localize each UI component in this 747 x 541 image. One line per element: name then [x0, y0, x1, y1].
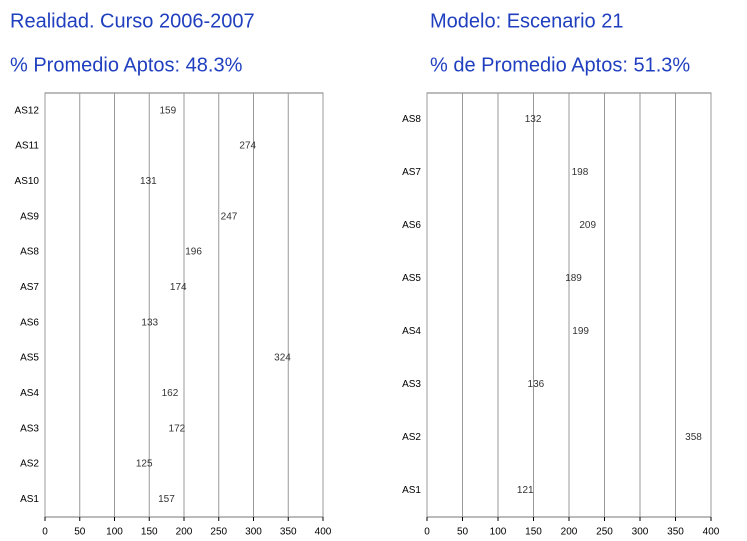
- y-tick-label: AS2: [402, 432, 421, 443]
- value-label: 196: [185, 247, 202, 258]
- x-tick-label: 200: [561, 527, 578, 538]
- y-tick-label: AS5: [402, 273, 421, 284]
- value-label: 198: [572, 167, 589, 178]
- y-tick-label: AS9: [20, 211, 39, 222]
- x-tick-label: 300: [632, 527, 649, 538]
- value-label: 247: [221, 211, 238, 222]
- y-tick-label: AS5: [20, 353, 39, 364]
- value-label: 157: [158, 494, 175, 505]
- chart-subtitle: % de Promedio Aptos: 51.3%: [430, 54, 690, 76]
- value-label: 133: [141, 317, 158, 328]
- value-label: 121: [517, 485, 534, 496]
- y-tick-label: AS2: [20, 459, 39, 470]
- value-label: 274: [239, 141, 256, 152]
- chart-title: Realidad. Curso 2006-2007: [10, 10, 255, 32]
- y-tick-label: AS7: [402, 167, 421, 178]
- value-label: 159: [160, 105, 177, 116]
- value-label: 125: [136, 459, 153, 470]
- y-tick-label: AS1: [402, 485, 421, 496]
- x-tick-label: 400: [703, 527, 720, 538]
- x-tick-label: 150: [141, 527, 158, 538]
- x-tick-label: 200: [176, 527, 193, 538]
- x-tick-label: 100: [106, 527, 123, 538]
- chart-title: Modelo: Escenario 21: [430, 10, 623, 32]
- x-tick-label: 250: [210, 527, 227, 538]
- x-tick-label: 0: [424, 527, 430, 538]
- x-tick-label: 100: [490, 527, 507, 538]
- y-tick-label: AS12: [15, 105, 40, 116]
- x-tick-label: 250: [596, 527, 613, 538]
- x-tick-label: 300: [245, 527, 262, 538]
- value-label: 324: [274, 353, 291, 364]
- y-tick-label: AS3: [402, 379, 421, 390]
- value-label: 358: [685, 432, 702, 443]
- y-tick-label: AS10: [15, 176, 40, 187]
- x-tick-label: 350: [280, 527, 297, 538]
- value-label: 174: [170, 282, 187, 293]
- x-tick-label: 400: [315, 527, 332, 538]
- y-tick-label: AS6: [20, 317, 39, 328]
- y-tick-label: AS11: [15, 141, 39, 152]
- value-label: 132: [525, 114, 542, 125]
- x-tick-label: 150: [525, 527, 542, 538]
- value-label: 136: [528, 379, 545, 390]
- value-label: 162: [162, 388, 179, 399]
- x-tick-label: 50: [74, 527, 86, 538]
- value-label: 131: [140, 176, 157, 187]
- x-tick-label: 0: [42, 527, 48, 538]
- y-tick-label: AS4: [20, 388, 39, 399]
- chart-subtitle: % Promedio Aptos: 48.3%: [10, 54, 243, 76]
- y-tick-label: AS3: [20, 423, 39, 434]
- y-tick-label: AS6: [402, 220, 421, 231]
- value-label: 199: [572, 326, 589, 337]
- y-tick-label: AS8: [402, 114, 421, 125]
- x-tick-label: 350: [667, 527, 684, 538]
- value-label: 189: [565, 273, 582, 284]
- y-tick-label: AS4: [402, 326, 421, 337]
- x-tick-label: 50: [457, 527, 469, 538]
- y-tick-label: AS1: [20, 494, 39, 505]
- y-tick-label: AS8: [20, 247, 39, 258]
- value-label: 209: [579, 220, 596, 231]
- y-tick-label: AS7: [20, 282, 39, 293]
- value-label: 172: [169, 423, 186, 434]
